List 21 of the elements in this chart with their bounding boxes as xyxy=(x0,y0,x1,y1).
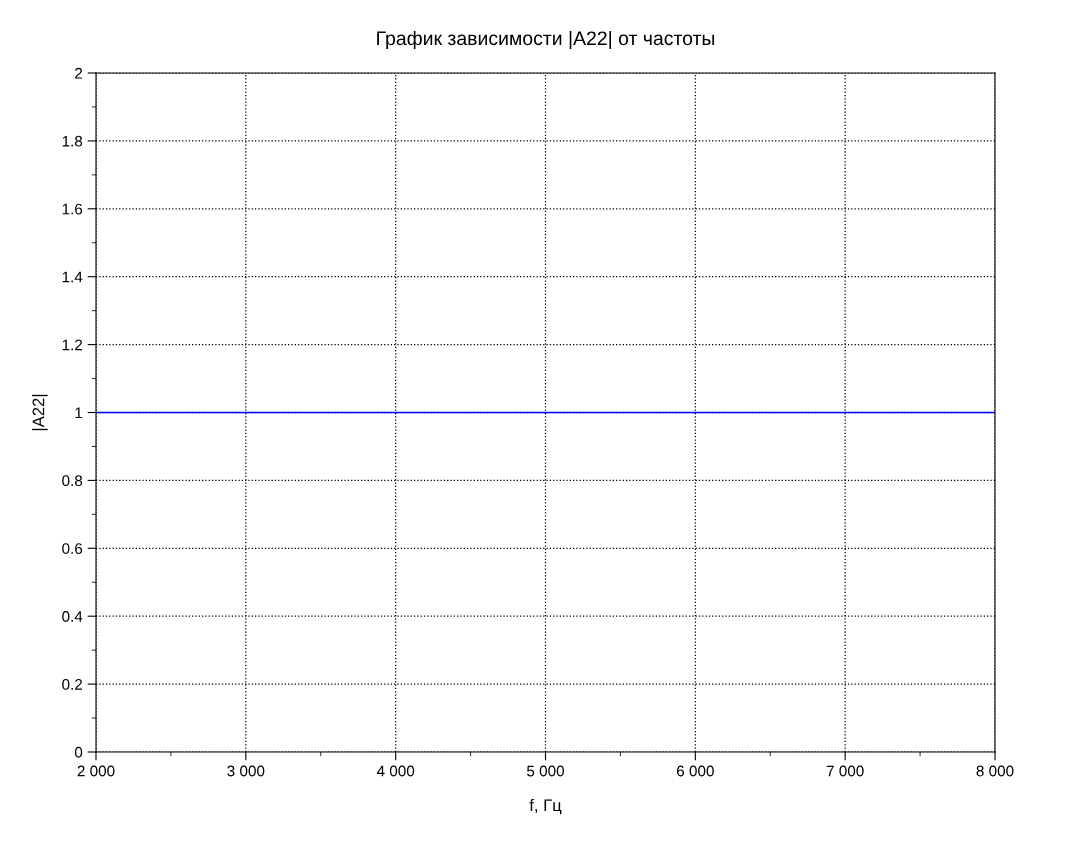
x-tick-label: 6 000 xyxy=(677,765,714,777)
y-tick-label: 0.2 xyxy=(62,678,83,690)
x-tick-label: 3 000 xyxy=(227,765,265,777)
x-tick-label: 8 000 xyxy=(976,765,1014,777)
x-tick-label: 4 000 xyxy=(376,765,415,777)
x-tick-label: 5 000 xyxy=(527,765,565,777)
y-tick-label: 1.6 xyxy=(62,203,83,215)
y-tick-label: 0 xyxy=(74,746,83,758)
y-tick-label: 1.4 xyxy=(62,271,83,283)
y-tick-label: 0.6 xyxy=(62,543,83,554)
x-tick-label: 7 000 xyxy=(826,765,864,777)
x-axis-title: f, Гц xyxy=(529,798,562,815)
chart-title: График зависимости |A22| от частоты xyxy=(377,30,715,50)
y-tick-label: 0.4 xyxy=(62,611,83,622)
y-tick-label: 2 xyxy=(75,67,83,79)
x-tick-label: 2 000 xyxy=(77,765,115,777)
y-axis-title: |A22| xyxy=(32,394,48,431)
y-tick-label: 1.2 xyxy=(62,339,83,351)
y-tick-label: 0.8 xyxy=(62,475,83,487)
y-tick-label: 1 xyxy=(75,407,83,419)
y-tick-label: 1.8 xyxy=(62,135,83,147)
